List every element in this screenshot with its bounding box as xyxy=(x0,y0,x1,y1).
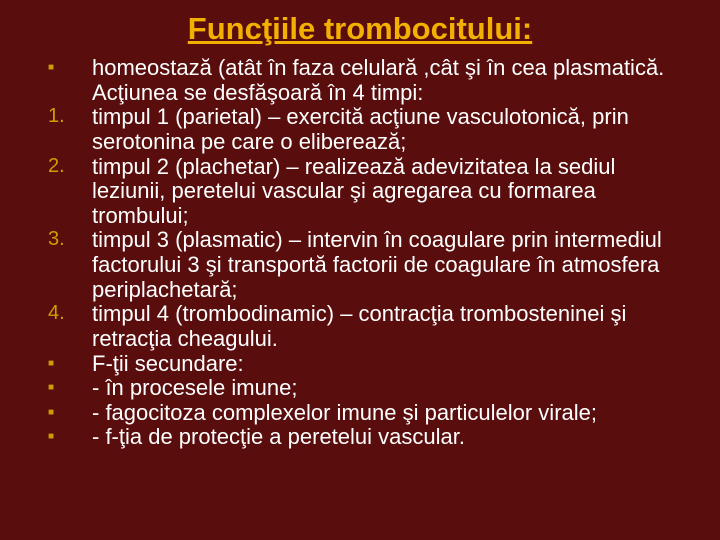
list-item: ■F-ţii secundare: xyxy=(30,352,690,377)
list-item: 3.timpul 3 (plasmatic) – intervin în coa… xyxy=(30,228,690,302)
list-item: ■homeostază (atât în faza celulară ,cât … xyxy=(30,56,690,105)
bullet-number: 2. xyxy=(30,155,92,178)
list-item-text: - în procesele imune; xyxy=(92,376,690,401)
bullet-square-icon: ■ xyxy=(30,425,92,443)
list-item-text: timpul 4 (trombodinamic) – contracţia tr… xyxy=(92,302,690,351)
list-item-text: timpul 2 (plachetar) – realizează adeviz… xyxy=(92,155,690,229)
list-item: 1.timpul 1 (parietal) – exercită acţiune… xyxy=(30,105,690,154)
list-item: ■- fagocitoza complexelor imune şi parti… xyxy=(30,401,690,426)
bullet-number: 1. xyxy=(30,105,92,128)
list-item-text: - fagocitoza complexelor imune şi partic… xyxy=(92,401,690,426)
list-item-text: timpul 1 (parietal) – exercită acţiune v… xyxy=(92,105,690,154)
slide: Funcţiile trombocitului: ■homeostază (at… xyxy=(0,0,720,540)
list-item-text: timpul 3 (plasmatic) – intervin în coagu… xyxy=(92,228,690,302)
bullet-square-icon: ■ xyxy=(30,56,92,74)
list-item-text: homeostază (atât în faza celulară ,cât ş… xyxy=(92,56,690,105)
bullet-square-icon: ■ xyxy=(30,376,92,394)
bullet-square-icon: ■ xyxy=(30,352,92,370)
bullet-square-icon: ■ xyxy=(30,401,92,419)
slide-title: Funcţiile trombocitului: xyxy=(30,12,690,46)
list-item: 2.timpul 2 (plachetar) – realizează adev… xyxy=(30,155,690,229)
list-item-text: F-ţii secundare: xyxy=(92,352,690,377)
bullet-number: 3. xyxy=(30,228,92,251)
list-item: ■- în procesele imune; xyxy=(30,376,690,401)
bullet-number: 4. xyxy=(30,302,92,325)
bullet-list: ■homeostază (atât în faza celulară ,cât … xyxy=(30,56,690,450)
list-item: 4.timpul 4 (trombodinamic) – contracţia … xyxy=(30,302,690,351)
list-item-text: - f-ţia de protecţie a peretelui vascula… xyxy=(92,425,690,450)
list-item: ■- f-ţia de protecţie a peretelui vascul… xyxy=(30,425,690,450)
